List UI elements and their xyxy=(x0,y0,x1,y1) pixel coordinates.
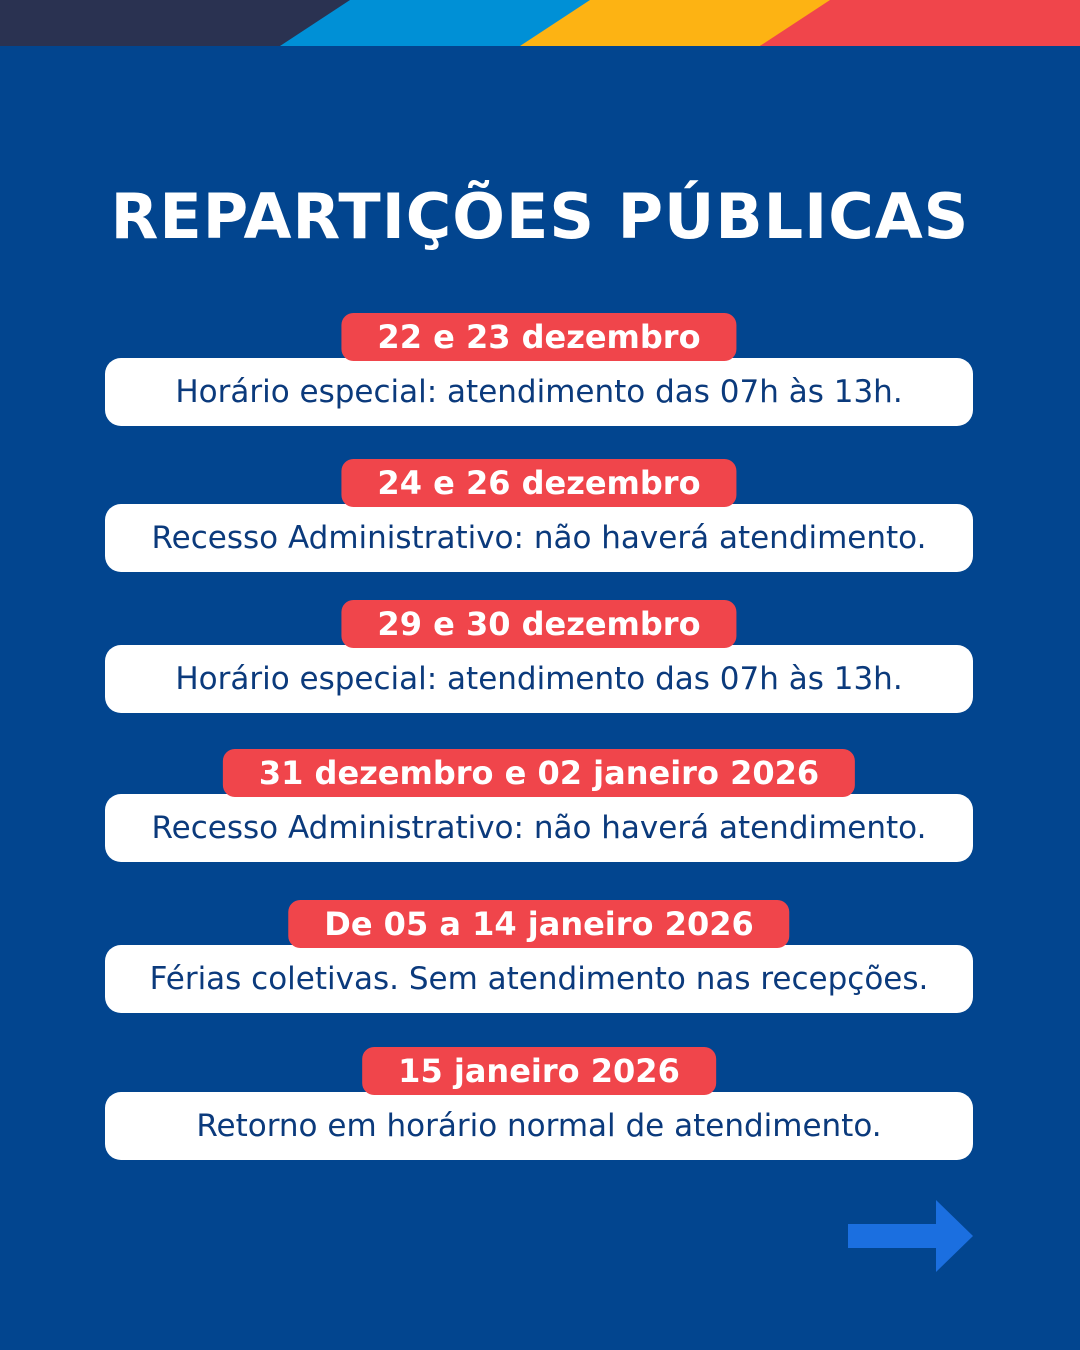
item-text: Férias coletivas. Sem atendimento nas re… xyxy=(105,945,973,1013)
item-date: 31 dezembro e 02 janeiro 2026 xyxy=(222,749,856,797)
item-text: Horário especial: atendimento das 07h às… xyxy=(105,358,973,426)
item-text: Retorno em horário normal de atendimento… xyxy=(105,1092,973,1160)
item-date: 15 janeiro 2026 xyxy=(362,1047,716,1095)
item-text: Horário especial: atendimento das 07h às… xyxy=(105,645,973,713)
item-date: De 05 a 14 janeiro 2026 xyxy=(288,900,790,948)
item-date: 24 e 26 dezembro xyxy=(341,459,737,507)
schedule-item: Férias coletivas. Sem atendimento nas re… xyxy=(105,900,973,1013)
schedule-item: Retorno em horário normal de atendimento… xyxy=(105,1047,973,1160)
item-text: Recesso Administrativo: não haverá atend… xyxy=(105,794,973,862)
next-arrow[interactable] xyxy=(848,1196,978,1276)
schedule-item: Recesso Administrativo: não haverá atend… xyxy=(105,749,973,862)
top-stripes xyxy=(0,0,1080,46)
schedule-item: Horário especial: atendimento das 07h às… xyxy=(105,313,973,426)
item-date: 22 e 23 dezembro xyxy=(341,313,737,361)
schedule-item: Recesso Administrativo: não haverá atend… xyxy=(105,459,973,572)
item-text: Recesso Administrativo: não haverá atend… xyxy=(105,504,973,572)
schedule-item: Horário especial: atendimento das 07h às… xyxy=(105,600,973,713)
item-date: 29 e 30 dezembro xyxy=(341,600,737,648)
title: REPARTIÇÕES PÚBLICAS xyxy=(110,180,970,253)
